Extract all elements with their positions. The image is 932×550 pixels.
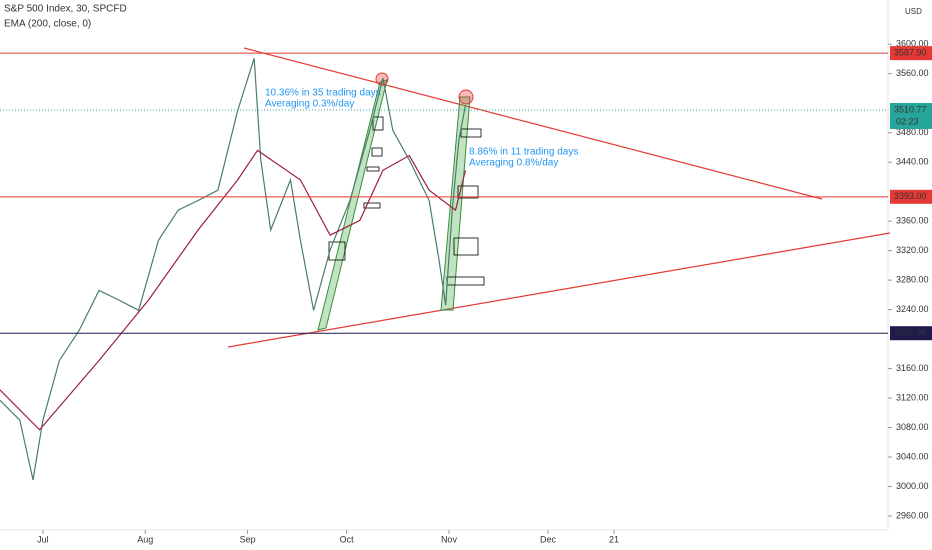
series-line: [0, 149, 467, 431]
y-tick-label: 3000.00: [896, 481, 929, 491]
y-tick-label: 2960.00: [896, 510, 929, 520]
y-tick-label: 3320.00: [896, 245, 929, 255]
y-tick-label: 3440.00: [896, 157, 929, 167]
box: [453, 237, 479, 256]
level-label-bg: [890, 326, 932, 341]
y-tick-label: 3120.00: [896, 392, 929, 402]
last-price-label: 3510.77: [894, 104, 927, 114]
box: [457, 185, 479, 199]
currency: USD: [905, 7, 922, 16]
x-tick-label: Sep: [240, 534, 256, 544]
box: [372, 116, 384, 131]
boxes: [328, 116, 485, 286]
level-label: 3393.00: [894, 191, 927, 201]
x-tick-label: Nov: [441, 534, 458, 544]
annotation: 8.86% in 11 trading days: [469, 147, 578, 158]
lower-trendline: [227, 232, 891, 348]
y-tick-label: 3160.00: [896, 363, 929, 373]
y-tick-label: 3600.00: [896, 39, 929, 49]
x-tick-label: 21: [609, 534, 619, 544]
y-tick-label: 3280.00: [896, 274, 929, 284]
level-label-bg: [890, 189, 932, 204]
y-tick-label: 3480.00: [896, 127, 929, 137]
box: [371, 147, 383, 157]
annotation: Averaging 0.8%/day: [469, 158, 558, 169]
y-tick-label: 3240.00: [896, 304, 929, 314]
peak-marker: [458, 89, 474, 105]
box: [363, 202, 381, 209]
level-label-bg: [890, 46, 932, 61]
countdown: 02:23: [896, 116, 919, 126]
chart-title: S&P 500 Index, 30, SPCFD: [4, 4, 127, 15]
peak-marker: [375, 72, 389, 86]
x-tick-label: Dec: [540, 534, 557, 544]
rally-channel: [317, 79, 388, 331]
upper-trendline: [243, 47, 823, 200]
indicator-legend: EMA (200, close, 0): [4, 19, 91, 30]
x-tick-label: Oct: [340, 534, 355, 544]
annotation: 10.36% in 35 trading days: [265, 88, 381, 99]
rally-channel: [440, 96, 471, 311]
annotation: Averaging 0.3%/day: [265, 99, 354, 110]
y-tick-label: 3040.00: [896, 451, 929, 461]
last-price-bg: [890, 103, 932, 130]
x-tick-label: Aug: [137, 534, 153, 544]
box: [460, 128, 482, 138]
level-label: 3207.96: [894, 328, 927, 338]
y-tick-label: 3560.00: [896, 68, 929, 78]
x-tick-label: Jul: [37, 534, 49, 544]
level-label: 3587.90: [894, 48, 927, 58]
y-tick-label: 3080.00: [896, 422, 929, 432]
box: [328, 241, 346, 261]
series-line: [0, 58, 467, 481]
box: [366, 166, 380, 172]
y-tick-label: 3360.00: [896, 216, 929, 226]
